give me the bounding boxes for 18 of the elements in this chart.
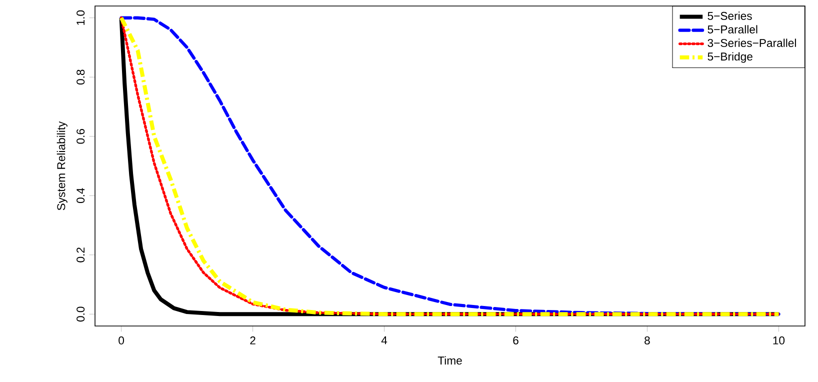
y-axis-title: System Reliability: [56, 121, 68, 210]
x-tick-label: 10: [773, 336, 785, 344]
legend-label: 5−Parallel: [708, 25, 758, 34]
x-tick-label: 0: [118, 336, 124, 344]
y-tick-label: 1.0: [76, 10, 85, 25]
y-tick-label: 0.6: [76, 128, 85, 144]
legend-label: 5−Series: [708, 12, 752, 20]
y-tick-label: 0.8: [76, 70, 85, 85]
x-axis-title: Time: [438, 356, 462, 365]
y-tick-label: 0.2: [76, 248, 85, 262]
x-tick-label: 4: [381, 336, 388, 344]
y-tick-label: 0.4: [76, 188, 85, 204]
x-tick-label: 8: [644, 336, 650, 344]
legend-label: 5−Bridge: [708, 52, 752, 63]
x-tick-label: 6: [513, 336, 518, 344]
y-tick-label: 0.0: [76, 306, 85, 322]
legend-label: 3−Series−Parallel: [708, 38, 796, 48]
x-tick-label: 2: [250, 336, 256, 344]
